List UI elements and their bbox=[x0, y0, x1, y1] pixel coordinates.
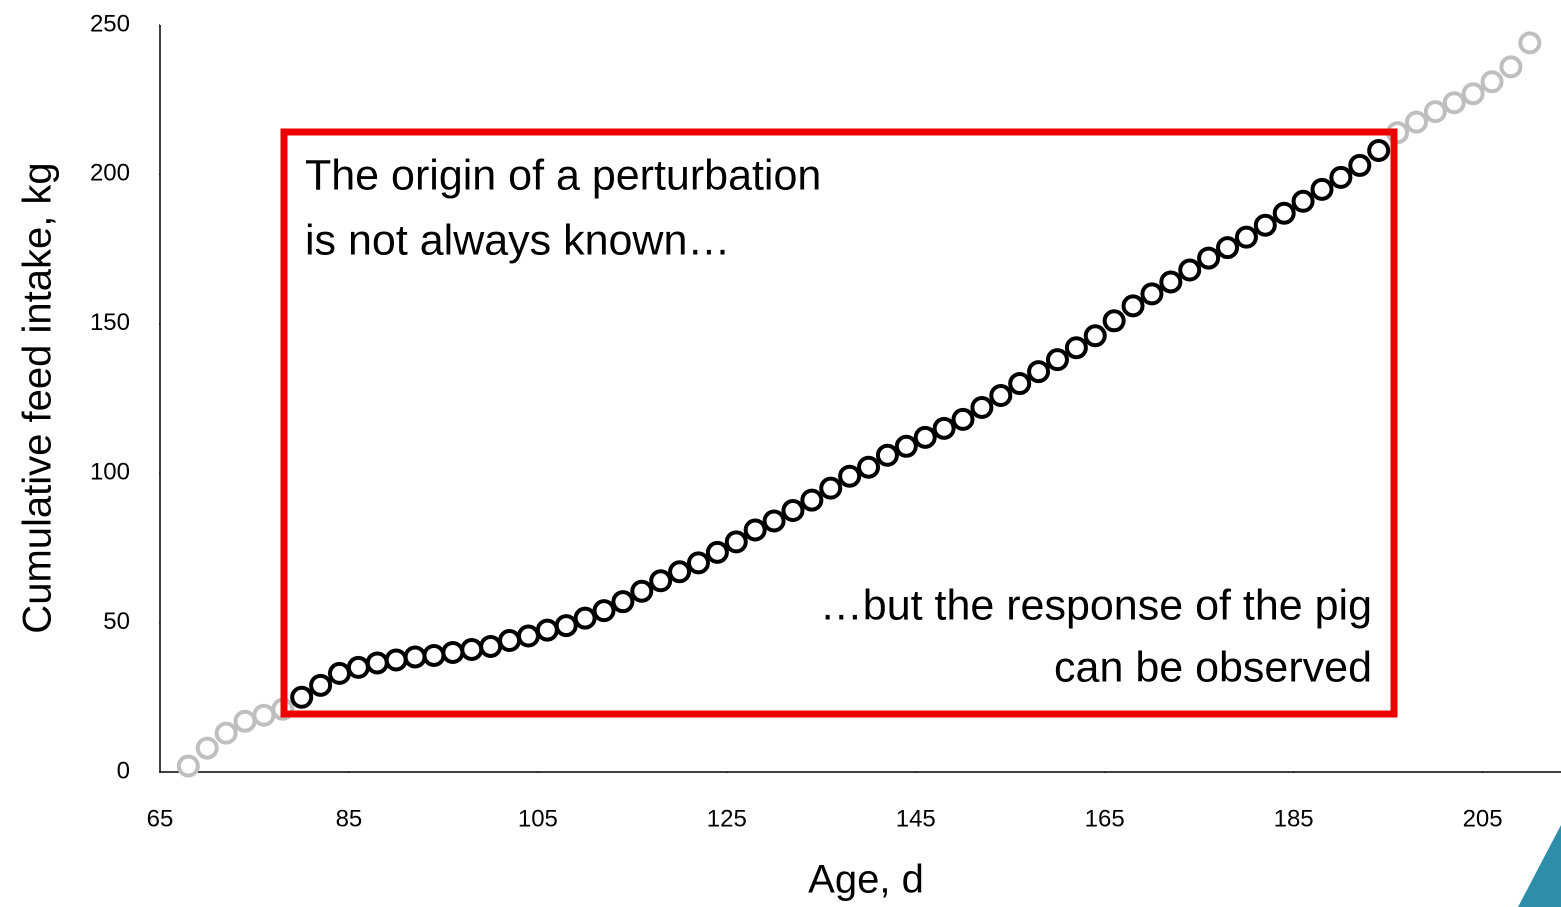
point bbox=[970, 395, 994, 419]
point bbox=[403, 645, 427, 669]
y-tick-label: 200 bbox=[90, 160, 130, 187]
point bbox=[1140, 282, 1164, 306]
point bbox=[554, 614, 578, 638]
point bbox=[309, 673, 333, 697]
points bbox=[176, 31, 1542, 778]
point bbox=[1461, 82, 1485, 106]
point bbox=[535, 618, 559, 642]
point bbox=[951, 407, 975, 431]
point bbox=[516, 624, 540, 648]
point bbox=[1367, 138, 1391, 162]
point bbox=[1310, 177, 1334, 201]
point bbox=[686, 551, 710, 575]
point bbox=[498, 629, 522, 653]
point bbox=[1480, 70, 1504, 94]
annotation: can be observed bbox=[1054, 643, 1372, 691]
point bbox=[214, 721, 238, 745]
y-tick-label: 150 bbox=[90, 309, 130, 336]
x-tick-label: 185 bbox=[1274, 805, 1314, 832]
x-tick-label: 125 bbox=[707, 805, 747, 832]
point bbox=[1291, 189, 1315, 213]
point bbox=[1008, 372, 1032, 396]
point bbox=[705, 540, 729, 564]
point bbox=[1083, 324, 1107, 348]
point bbox=[1045, 348, 1069, 372]
point bbox=[1253, 213, 1277, 237]
point bbox=[1423, 100, 1447, 124]
point bbox=[1064, 336, 1088, 360]
point bbox=[573, 606, 597, 630]
point bbox=[838, 464, 862, 488]
point bbox=[479, 635, 503, 659]
point bbox=[875, 443, 899, 467]
x-tick-label: 165 bbox=[1085, 805, 1125, 832]
point bbox=[1216, 236, 1240, 260]
x-axis-title: Age, d bbox=[808, 858, 924, 902]
y-axis-title: Cumulative feed intake, kg bbox=[16, 162, 60, 633]
point bbox=[422, 643, 446, 667]
point bbox=[649, 569, 673, 593]
point bbox=[384, 648, 408, 672]
point bbox=[1234, 225, 1258, 249]
y-tick-label: 100 bbox=[90, 459, 130, 486]
point bbox=[1442, 91, 1466, 115]
point bbox=[630, 579, 654, 603]
point bbox=[781, 499, 805, 523]
point bbox=[1499, 55, 1523, 79]
point bbox=[592, 599, 616, 623]
point bbox=[1518, 31, 1542, 55]
point bbox=[800, 488, 824, 512]
point bbox=[365, 651, 389, 675]
point bbox=[1178, 258, 1202, 282]
point bbox=[460, 637, 484, 661]
point bbox=[724, 530, 748, 554]
point bbox=[932, 416, 956, 440]
point bbox=[1404, 110, 1428, 134]
point bbox=[611, 590, 635, 614]
point bbox=[668, 560, 692, 584]
point bbox=[1159, 270, 1183, 294]
y-tick-label: 50 bbox=[103, 608, 130, 635]
point bbox=[894, 434, 918, 458]
point bbox=[195, 736, 219, 760]
point bbox=[857, 455, 881, 479]
point bbox=[1121, 294, 1145, 318]
x-tick-label: 65 bbox=[147, 805, 174, 832]
point bbox=[1102, 309, 1126, 333]
point bbox=[1027, 360, 1051, 384]
point bbox=[1348, 153, 1372, 177]
point bbox=[819, 476, 843, 500]
point bbox=[327, 661, 351, 685]
x-tick-label: 145 bbox=[896, 805, 936, 832]
highlight-box bbox=[280, 128, 1398, 718]
point bbox=[989, 384, 1013, 408]
x-tick-label: 105 bbox=[518, 805, 558, 832]
point bbox=[252, 703, 276, 727]
point bbox=[1329, 165, 1353, 189]
point bbox=[913, 425, 937, 449]
x-tick-label: 205 bbox=[1463, 805, 1503, 832]
y-tick-label: 250 bbox=[90, 10, 130, 37]
point bbox=[762, 509, 786, 533]
point bbox=[743, 518, 767, 542]
annotation: is not always known… bbox=[305, 216, 730, 264]
annotation: …but the response of the pig bbox=[820, 581, 1372, 629]
point bbox=[346, 655, 370, 679]
point bbox=[441, 640, 465, 664]
corner-decoration bbox=[1518, 825, 1561, 907]
y-tick-label: 0 bbox=[117, 757, 130, 784]
annotation: The origin of a perturbation bbox=[305, 151, 821, 199]
point bbox=[233, 709, 257, 733]
point bbox=[1272, 201, 1296, 225]
point bbox=[1197, 246, 1221, 270]
x-tick-label: 85 bbox=[336, 805, 363, 832]
point bbox=[176, 754, 200, 778]
point bbox=[290, 685, 314, 709]
